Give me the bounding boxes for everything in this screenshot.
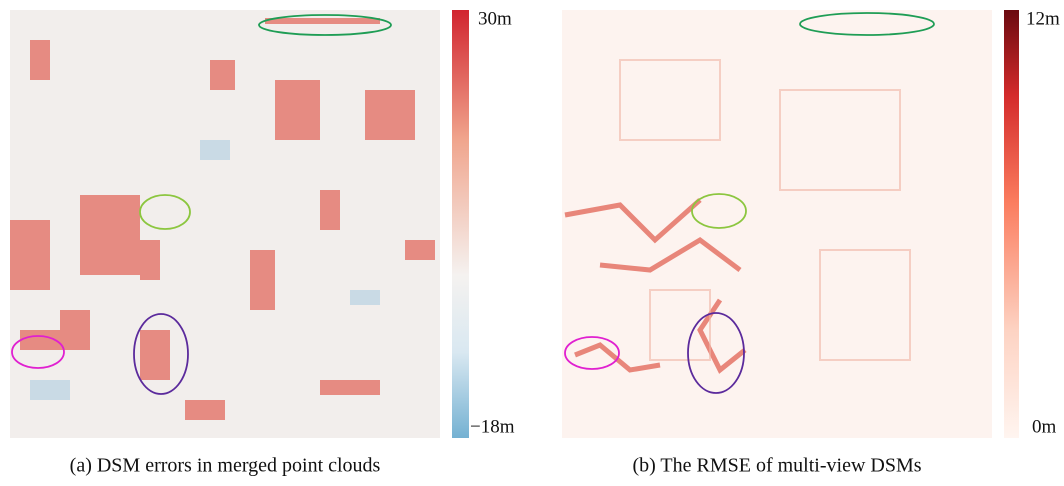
annotation-ellipse bbox=[139, 194, 191, 230]
annotation-ellipse bbox=[691, 193, 747, 229]
colorbar bbox=[452, 10, 469, 438]
annotation-ellipse bbox=[564, 336, 620, 370]
colorbar bbox=[1004, 10, 1019, 438]
colorbar-max: 12m bbox=[1026, 8, 1060, 29]
rmse-map bbox=[562, 10, 992, 438]
annotation-ellipse bbox=[687, 312, 745, 394]
colorbar-min: −18m bbox=[470, 416, 515, 437]
colorbar-min: 0m bbox=[1032, 416, 1057, 437]
caption: (b) The RMSE of multi-view DSMs bbox=[632, 455, 921, 477]
annotation-ellipse bbox=[258, 14, 392, 36]
colorbar-max: 30m bbox=[478, 8, 512, 29]
annotation-ellipse bbox=[133, 313, 189, 395]
annotation-ellipse bbox=[799, 12, 935, 36]
annotation-ellipse bbox=[11, 335, 65, 369]
error-map bbox=[10, 10, 440, 438]
caption: (a) DSM errors in merged point clouds bbox=[70, 455, 381, 477]
